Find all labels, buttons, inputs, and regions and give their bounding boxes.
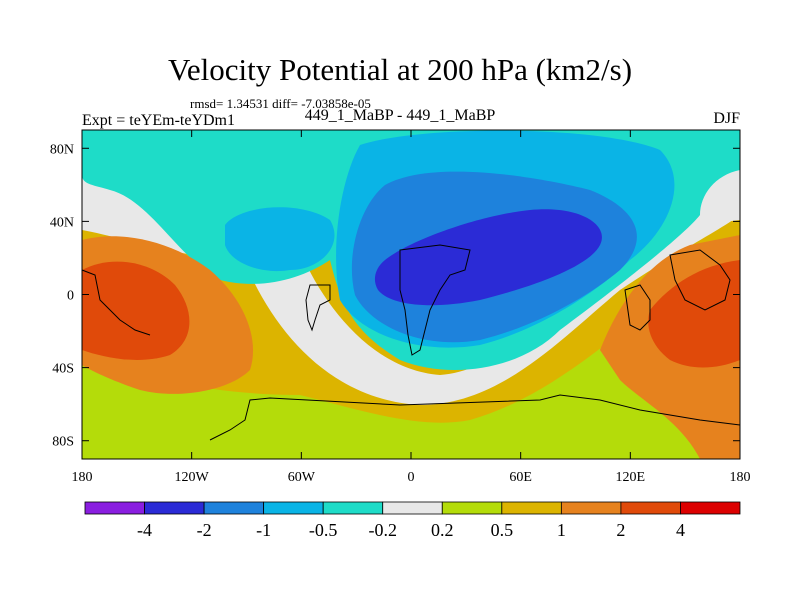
coastline-australia: [669, 249, 731, 311]
colorbar-label-1: -2: [197, 520, 212, 540]
colorbar-label-6: 0.5: [491, 520, 514, 540]
region-east-pacific-red: [648, 260, 740, 368]
colorbar-box-6: [441, 501, 503, 515]
coastline-maritime-continent: [624, 284, 651, 331]
colorbar-label-0: -4: [137, 520, 152, 540]
chart-title: Velocity Potential at 200 hPa (km2/s): [167, 52, 633, 87]
x-axis: 180 120W 60W 0 60E 120E 180: [72, 130, 751, 485]
colorbar-label-2: -1: [256, 520, 271, 540]
colorbar-box-9: [620, 501, 681, 515]
experiment-label: Expt = teYEm-teYDm1: [82, 112, 235, 129]
region-west-pacific-lightblue: [225, 207, 335, 272]
x-tick-label-6: 180: [730, 470, 751, 485]
colorbar-box-1: [144, 501, 205, 515]
colorbar-box-10: [680, 501, 741, 515]
x-tick-label-0: 180: [72, 470, 93, 485]
colorbar-label-5: 0.2: [431, 520, 454, 540]
coastline-western-america: [81, 269, 151, 336]
colorbar-box-3: [263, 501, 324, 515]
x-tick-label-3: 0: [408, 470, 415, 485]
season-label: DJF: [713, 110, 740, 127]
y-tick-label-1: 40N: [50, 215, 74, 230]
x-tick-label-1: 120W: [175, 470, 210, 485]
contour-fill-layer: [82, 130, 740, 459]
y-tick-label-2: 0: [67, 289, 74, 304]
y-tick-label-0: 80N: [50, 142, 74, 157]
y-tick-label-4: 80S: [52, 435, 74, 450]
coastline-africa: [399, 244, 471, 356]
colorbar-box-4: [322, 501, 384, 515]
colorbar-label-3: -0.5: [309, 520, 338, 540]
coastline-south-america: [305, 284, 331, 332]
colorbar-label-8: 2: [616, 520, 625, 540]
colorbar-label-4: -0.2: [368, 520, 397, 540]
region-south-white-band: [240, 165, 740, 405]
case-label: 449_1_MaBP - 449_1_MaBP: [304, 107, 496, 124]
colorbar-label-7: 1: [557, 520, 566, 540]
x-tick-label-2: 60W: [288, 470, 316, 485]
coastline-layer: [81, 244, 741, 441]
x-tick-label-5: 120E: [616, 470, 646, 485]
coastline-antarctica: [209, 394, 741, 441]
colorbar-box-5: [382, 501, 443, 515]
colorbar-box-0: [84, 501, 145, 515]
region-south-green-band: [82, 250, 740, 459]
y-axis: 80N 40N 0 40S 80S: [50, 142, 740, 450]
y-tick-label-3: 40S: [52, 362, 74, 377]
stats-label: rmsd= 1.34531 diff= -7.03858e-05: [190, 96, 371, 111]
x-tick-label-4: 60E: [509, 470, 532, 485]
colorbar: -4 -2 -1 -0.5 -0.2 0.2 0.5 1 2 4: [84, 501, 741, 540]
region-west-pacific-red: [82, 261, 190, 360]
colorbar-box-7: [501, 501, 562, 515]
region-dark-blue-min: [374, 209, 602, 306]
colorbar-box-2: [203, 501, 265, 515]
colorbar-label-9: 4: [676, 520, 685, 540]
colorbar-box-8: [560, 501, 622, 515]
